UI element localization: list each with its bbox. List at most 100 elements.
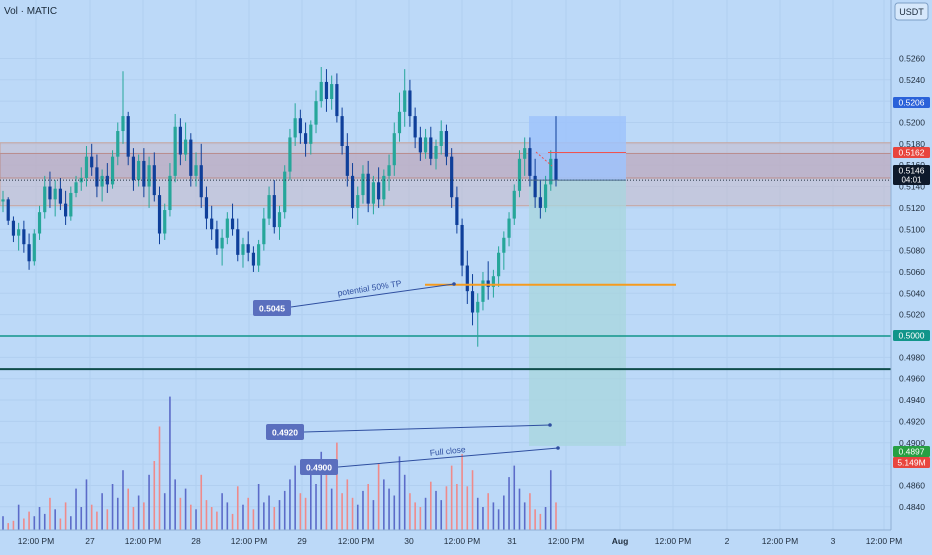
- annotation-callout[interactable]: 0.4900 Full close: [300, 444, 560, 475]
- candle[interactable]: [152, 152, 156, 202]
- candle[interactable]: [450, 148, 454, 208]
- candle[interactable]: [288, 128, 292, 181]
- candle[interactable]: [246, 231, 250, 262]
- take-profit-zone[interactable]: [529, 180, 626, 446]
- candle[interactable]: [413, 107, 417, 149]
- candle[interactable]: [356, 186, 360, 225]
- candle[interactable]: [418, 126, 422, 161]
- candle[interactable]: [439, 120, 443, 155]
- candle[interactable]: [444, 124, 449, 166]
- candle[interactable]: [225, 212, 229, 245]
- candle[interactable]: [194, 152, 198, 187]
- candle[interactable]: [465, 250, 469, 304]
- time-axis[interactable]: [0, 530, 891, 550]
- candle[interactable]: [491, 269, 495, 298]
- candle[interactable]: [350, 163, 355, 219]
- candle[interactable]: [345, 133, 349, 187]
- price-badge[interactable]: 5.149M: [893, 457, 930, 468]
- callout-box[interactable]: [266, 424, 304, 440]
- candle[interactable]: [528, 137, 532, 187]
- candle[interactable]: [309, 120, 313, 155]
- candle[interactable]: [126, 111, 130, 166]
- candle[interactable]: [241, 237, 245, 268]
- candle[interactable]: [324, 69, 329, 112]
- stop-loss-zone[interactable]: [529, 116, 626, 181]
- candle[interactable]: [403, 69, 407, 127]
- candle[interactable]: [283, 165, 287, 219]
- candle[interactable]: [157, 186, 162, 245]
- candle[interactable]: [455, 186, 459, 234]
- candle[interactable]: [17, 222, 21, 251]
- candle[interactable]: [392, 122, 396, 176]
- callout-box[interactable]: [253, 300, 291, 316]
- candle[interactable]: [257, 239, 261, 272]
- candle[interactable]: [549, 150, 553, 191]
- candle[interactable]: [147, 156, 151, 208]
- price-badge[interactable]: 0.4897: [893, 446, 930, 457]
- candle[interactable]: [543, 175, 548, 213]
- candle[interactable]: [293, 103, 297, 146]
- candle[interactable]: [84, 145, 89, 187]
- candle[interactable]: [131, 148, 136, 191]
- price-badge[interactable]: 0.5206: [893, 97, 930, 108]
- candle[interactable]: [230, 203, 235, 236]
- candle[interactable]: [53, 180, 57, 217]
- candle[interactable]: [168, 163, 172, 217]
- candle[interactable]: [507, 212, 511, 247]
- candle[interactable]: [423, 128, 428, 159]
- candle[interactable]: [371, 175, 376, 215]
- candle[interactable]: [210, 205, 214, 240]
- candle[interactable]: [173, 113, 177, 183]
- candle[interactable]: [517, 150, 522, 198]
- candle[interactable]: [277, 205, 282, 240]
- candle[interactable]: [330, 75, 334, 110]
- candle[interactable]: [486, 261, 490, 300]
- candle[interactable]: [69, 186, 73, 221]
- candle[interactable]: [121, 71, 125, 144]
- candle[interactable]: [387, 154, 391, 191]
- candle[interactable]: [137, 154, 141, 187]
- currency-button[interactable]: USDT: [894, 2, 929, 21]
- candle[interactable]: [429, 126, 433, 166]
- candle[interactable]: [366, 160, 370, 213]
- candle[interactable]: [32, 229, 36, 266]
- candle[interactable]: [481, 271, 485, 311]
- candle[interactable]: [163, 203, 167, 240]
- candle[interactable]: [1, 190, 5, 213]
- candle[interactable]: [533, 158, 537, 208]
- candle[interactable]: [382, 169, 386, 206]
- candle[interactable]: [43, 175, 47, 219]
- annotation-callout[interactable]: 0.4920: [266, 423, 552, 440]
- candle[interactable]: [37, 205, 42, 240]
- candle[interactable]: [74, 175, 78, 198]
- candle[interactable]: [22, 220, 26, 253]
- candle[interactable]: [204, 186, 209, 230]
- candle[interactable]: [523, 137, 527, 176]
- candle[interactable]: [262, 207, 266, 251]
- candle[interactable]: [199, 143, 203, 208]
- candle[interactable]: [220, 229, 224, 266]
- candle[interactable]: [361, 165, 365, 204]
- candle[interactable]: [408, 79, 412, 127]
- candle[interactable]: [303, 122, 308, 157]
- candle[interactable]: [377, 167, 381, 208]
- candle[interactable]: [397, 92, 402, 142]
- candle[interactable]: [110, 150, 115, 189]
- candle[interactable]: [340, 107, 344, 155]
- candle[interactable]: [189, 133, 193, 187]
- candle[interactable]: [512, 184, 516, 225]
- candle[interactable]: [105, 163, 109, 193]
- price-badge[interactable]: 0.5000: [893, 330, 930, 341]
- candle[interactable]: [142, 148, 146, 198]
- candle[interactable]: [215, 220, 219, 255]
- candle[interactable]: [27, 233, 31, 270]
- candle[interactable]: [298, 109, 302, 144]
- candle[interactable]: [48, 171, 52, 208]
- candle[interactable]: [476, 293, 480, 347]
- candle[interactable]: [183, 122, 188, 161]
- candle[interactable]: [90, 143, 94, 176]
- candle[interactable]: [11, 216, 16, 243]
- candle[interactable]: [502, 231, 506, 270]
